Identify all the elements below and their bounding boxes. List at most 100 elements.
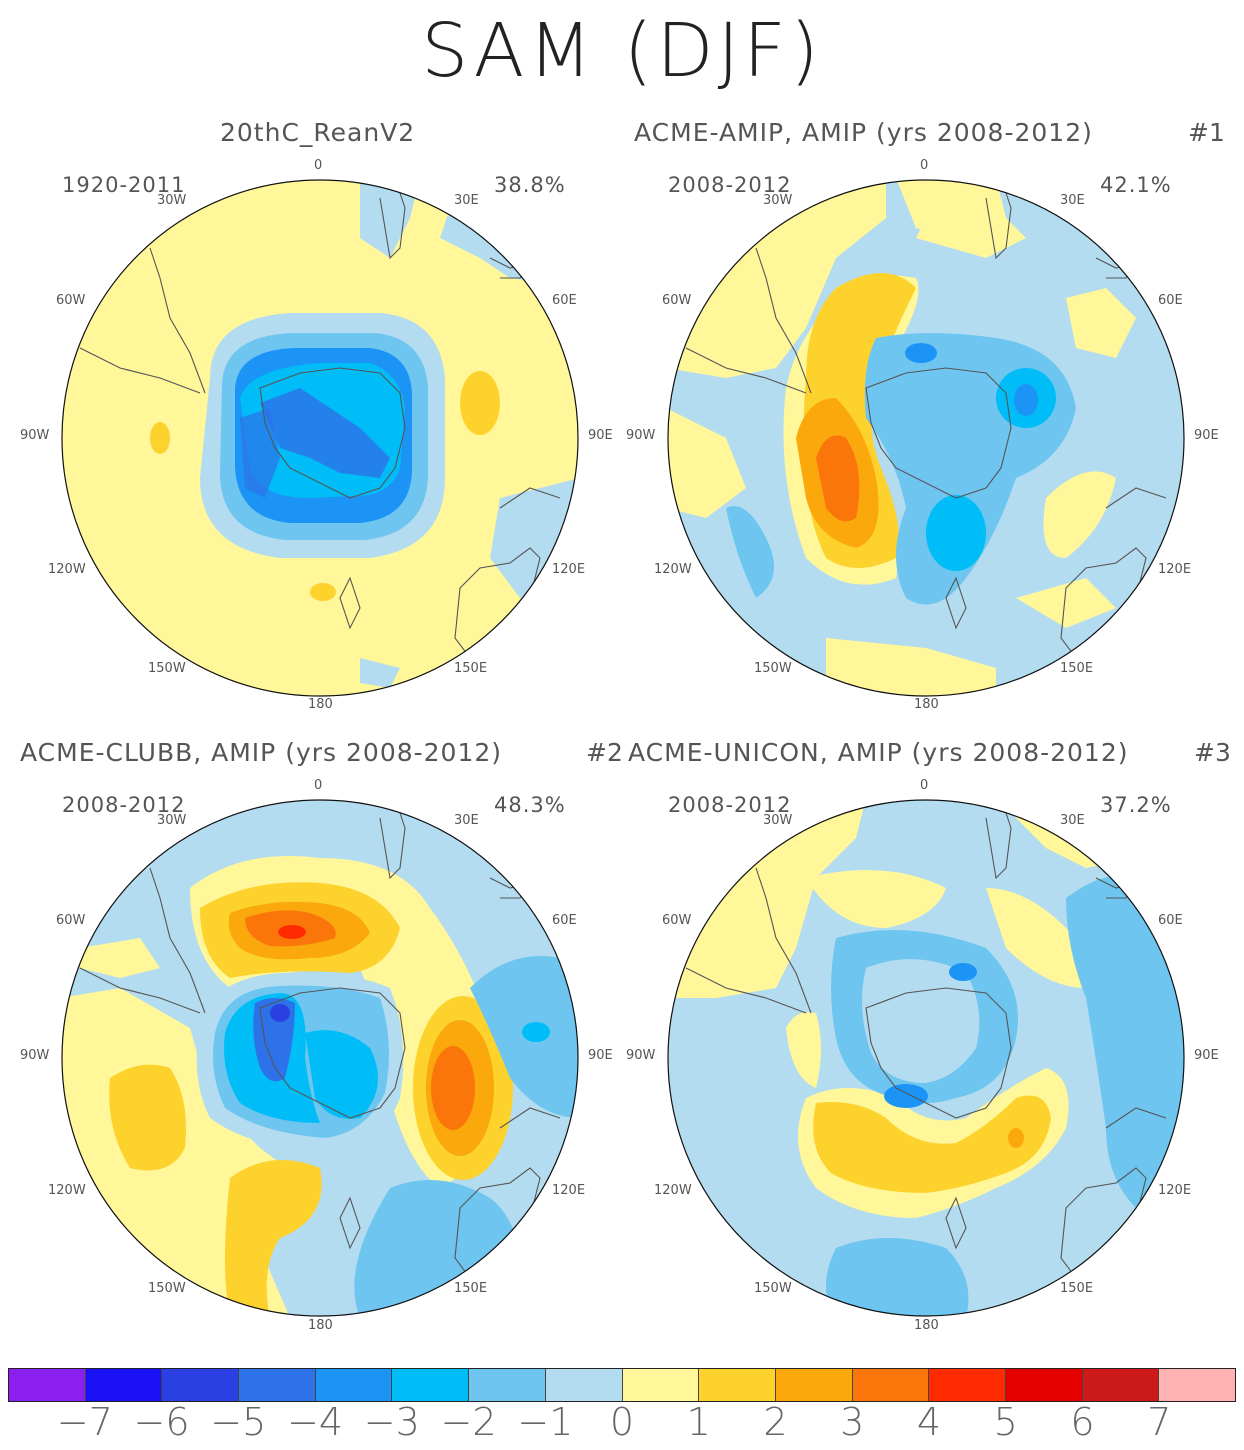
panel-2-lon-150w: 150W	[754, 661, 792, 676]
colorbar-swatch	[622, 1369, 700, 1401]
panel-3-lon-120e: 120E	[552, 1183, 586, 1198]
panel-2-lon-0: 0	[920, 158, 929, 173]
panel-3-period: 2008-2012	[62, 793, 186, 817]
panel-2-map	[667, 179, 1185, 697]
panel-3-lon-60e: 60E	[552, 913, 577, 928]
colorbar-label: 2	[763, 1400, 788, 1444]
panel-2-lon-120w: 120W	[654, 562, 692, 577]
panel-4-title: ACME-UNICON, AMIP (yrs 2008-2012)	[628, 738, 1129, 767]
panel-2-lon-60w: 60W	[662, 293, 692, 308]
panel-4-lon-30w: 30W	[763, 813, 793, 828]
panel-3-lon-150e: 150E	[454, 1281, 488, 1296]
colorbar-label: 0	[609, 1400, 635, 1444]
panel-2-lon-60e: 60E	[1158, 293, 1183, 308]
panel-2-lon-120e: 120E	[1158, 562, 1192, 577]
panel-1-title: 20thC_ReanV2	[220, 118, 416, 147]
panel-4-number: #3	[1194, 738, 1231, 767]
panel-1-lon-30e: 30E	[454, 193, 479, 208]
colorbar-swatch	[85, 1369, 163, 1401]
panel-1-lon-150e: 150E	[454, 661, 488, 676]
colorbar-swatch	[1082, 1369, 1160, 1401]
colorbar-swatch	[1005, 1369, 1083, 1401]
colorbar-swatch	[392, 1369, 470, 1401]
panel-4-map	[667, 799, 1185, 1317]
panel-4-lon-150w: 150W	[754, 1281, 792, 1296]
panel-1-variance: 38.8%	[494, 173, 566, 197]
colorbar-label: 3	[840, 1400, 865, 1444]
panel-4-lon-120e: 120E	[1158, 1183, 1192, 1198]
colorbar-label: −3	[363, 1400, 420, 1444]
panel-1-lon-90e: 90E	[588, 428, 613, 443]
colorbar	[8, 1368, 1236, 1402]
colorbar-label: −4	[286, 1400, 344, 1444]
colorbar-label: −1	[517, 1400, 574, 1444]
panel-4-lon-120w: 120W	[654, 1183, 692, 1198]
colorbar-label: 4	[916, 1400, 942, 1444]
panel-1-lon-30w: 30W	[157, 193, 187, 208]
colorbar-swatch	[545, 1369, 623, 1401]
panel-2-lon-30w: 30W	[763, 193, 793, 208]
panel-1-lon-150w: 150W	[148, 661, 186, 676]
panel-1-lon-90w: 90W	[20, 428, 50, 443]
panel-4-lon-90w: 90W	[626, 1048, 656, 1063]
panel-4-lon-60e: 60E	[1158, 913, 1183, 928]
colorbar-label: 7	[1147, 1400, 1172, 1444]
colorbar-label: −7	[56, 1400, 113, 1444]
panel-1-lon-0: 0	[314, 158, 323, 173]
colorbar-swatch	[9, 1369, 86, 1401]
colorbar-label: 5	[993, 1400, 1018, 1444]
panel-3-lon-30w: 30W	[157, 813, 187, 828]
panel-4-lon-90e: 90E	[1194, 1048, 1219, 1063]
panel-2-lon-180: 180	[914, 697, 939, 712]
colorbar-swatch	[775, 1369, 853, 1401]
panel-3-lon-60w: 60W	[56, 913, 86, 928]
panel-1-lon-60e: 60E	[552, 293, 577, 308]
colorbar-label: −5	[210, 1400, 267, 1444]
panel-3-lon-90e: 90E	[588, 1048, 613, 1063]
panel-4-lon-60w: 60W	[662, 913, 692, 928]
panel-3-map	[61, 799, 579, 1317]
colorbar-swatch	[929, 1369, 1006, 1401]
panel-3-lon-30e: 30E	[454, 813, 479, 828]
panel-1-lon-180: 180	[308, 697, 333, 712]
panel-1-lon-120e: 120E	[552, 562, 586, 577]
colorbar-label: 1	[686, 1400, 711, 1444]
panel-2-lon-90e: 90E	[1194, 428, 1219, 443]
panel-3-lon-150w: 150W	[148, 1281, 186, 1296]
panel-1-period: 1920-2011	[62, 173, 186, 197]
colorbar-label: −2	[440, 1400, 497, 1444]
panel-3-lon-90w: 90W	[20, 1048, 50, 1063]
panel-3-lon-0: 0	[314, 778, 323, 793]
colorbar-swatch	[469, 1369, 546, 1401]
panel-2-variance: 42.1%	[1100, 173, 1172, 197]
colorbar-swatch	[699, 1369, 776, 1401]
main-title: SAM (DJF)	[421, 8, 823, 94]
panel-3-lon-120w: 120W	[48, 1183, 86, 1198]
panel-3-variance: 48.3%	[494, 793, 566, 817]
panel-3-number: #2	[586, 738, 623, 767]
colorbar-label: −6	[133, 1400, 190, 1444]
panel-4-lon-0: 0	[920, 778, 929, 793]
colorbar-swatch	[315, 1369, 393, 1401]
panel-2-title: ACME-AMIP, AMIP (yrs 2008-2012)	[634, 118, 1093, 147]
panel-2-lon-90w: 90W	[626, 428, 656, 443]
panel-4-lon-150e: 150E	[1060, 1281, 1094, 1296]
panel-3-title: ACME-CLUBB, AMIP (yrs 2008-2012)	[20, 738, 503, 767]
panel-2-number: #1	[1188, 118, 1225, 147]
colorbar-swatch	[162, 1369, 240, 1401]
panel-4-lon-180: 180	[914, 1318, 939, 1333]
panel-2-period: 2008-2012	[668, 173, 792, 197]
colorbar-swatch	[1159, 1369, 1235, 1401]
panel-2-lon-150e: 150E	[1060, 661, 1094, 676]
colorbar-swatch	[239, 1369, 316, 1401]
panel-1-lon-60w: 60W	[56, 293, 86, 308]
colorbar-swatch	[852, 1369, 930, 1401]
panel-3-lon-180: 180	[308, 1318, 333, 1333]
panel-2-lon-30e: 30E	[1060, 193, 1085, 208]
colorbar-labels: −7 −6 −5 −4 −3 −2 −1 0 1 2 3 4 5 6 7	[8, 1400, 1236, 1450]
panel-4-variance: 37.2%	[1100, 793, 1172, 817]
panel-4-lon-30e: 30E	[1060, 813, 1085, 828]
panel-1-map	[61, 179, 579, 697]
panel-1-lon-120w: 120W	[48, 562, 86, 577]
panel-4-period: 2008-2012	[668, 793, 792, 817]
